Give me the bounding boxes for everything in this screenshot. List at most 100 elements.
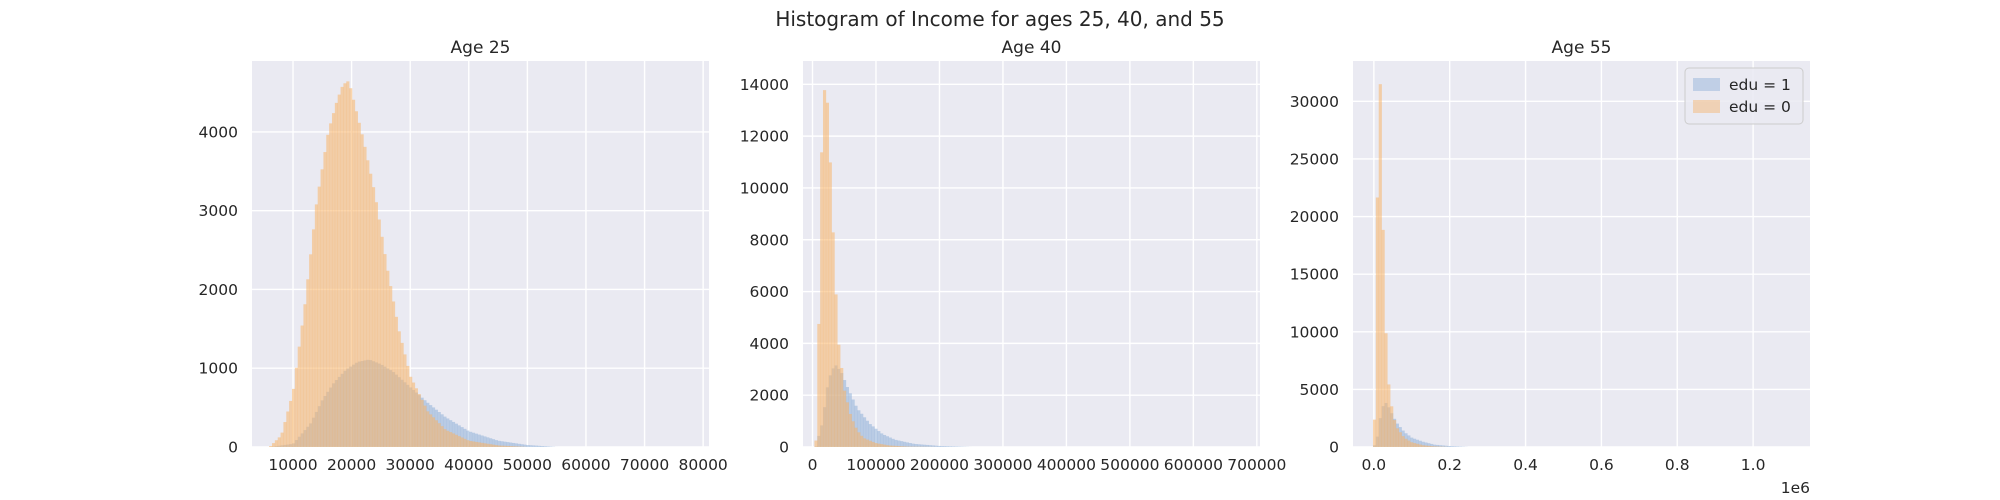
histogram-bar (354, 111, 358, 448)
histogram-bar (274, 440, 279, 447)
histogram-bar (277, 437, 281, 447)
histogram-bar (480, 435, 484, 447)
histogram-bar (888, 445, 892, 447)
histogram-bar (1427, 445, 1431, 447)
x-tick-label: 0.6 (1589, 456, 1614, 474)
y-tick-label: 2000 (750, 387, 789, 405)
histogram-bar (406, 365, 410, 447)
histogram-bar (491, 439, 496, 447)
x-tick-label: 600000 (1164, 456, 1223, 474)
x-tick-label: 30000 (386, 456, 435, 474)
histogram-bar (426, 411, 430, 447)
histogram-bar (423, 405, 427, 447)
histogram-bar (1381, 229, 1385, 447)
histogram-bar (491, 444, 496, 447)
legend-label-edu-1: edu = 1 (1729, 76, 1791, 94)
y-tick-label: 1000 (199, 360, 238, 378)
histogram-bar (1375, 197, 1380, 447)
legend-label-edu-0: edu = 0 (1729, 98, 1791, 116)
histogram-bar (1444, 445, 1448, 447)
x-tick-label: 0.4 (1513, 456, 1538, 474)
histogram-bar (489, 438, 493, 447)
histogram-bar (1421, 441, 1425, 447)
histogram-bar (526, 445, 530, 447)
histogram-bar (494, 440, 498, 447)
histogram-bar (331, 113, 336, 447)
histogram-bar (871, 441, 875, 447)
y-tick-label: 10000 (1290, 323, 1339, 341)
histogram-bar (506, 445, 510, 447)
legend-swatch-edu-1 (1693, 78, 1720, 91)
histogram-bar (477, 442, 481, 447)
histogram-bar (854, 405, 858, 447)
histogram-bar (294, 367, 298, 447)
histogram-bar (511, 442, 516, 447)
histogram-bar (374, 202, 378, 447)
histogram-bar (825, 102, 830, 447)
histogram-bar (497, 445, 501, 447)
histogram-bar (300, 325, 304, 447)
histogram-bar (517, 443, 521, 447)
histogram-bar (954, 446, 958, 447)
histogram-bar (509, 446, 513, 447)
histogram-bar (842, 390, 847, 447)
histogram-bar (865, 420, 869, 447)
histogram-bar (874, 428, 878, 447)
histogram-bar (329, 123, 333, 447)
histogram-bar (311, 229, 316, 447)
histogram-bar (514, 446, 518, 447)
histogram-bar (828, 162, 832, 447)
histogram-bar (454, 434, 458, 447)
histogram-bar (868, 440, 872, 447)
histogram-bar (420, 399, 424, 447)
histogram-bar (837, 344, 841, 447)
histogram-bar (862, 438, 867, 447)
histogram-bar (334, 102, 338, 447)
histogram-bar (1432, 444, 1437, 447)
x-tick-label: 20000 (327, 456, 376, 474)
histogram-bar (377, 219, 381, 447)
histogram-bar (942, 446, 947, 447)
histogram-bar (880, 433, 884, 447)
histogram-bar (291, 388, 296, 447)
x-tick-label: 40000 (444, 456, 493, 474)
histogram-bar (814, 440, 818, 447)
histogram-bar (394, 316, 398, 447)
histogram-bar (854, 427, 858, 447)
x-tick-label: 1.0 (1741, 456, 1766, 474)
y-tick-label: 0 (779, 439, 789, 457)
histogram-bar (862, 417, 867, 447)
y-tick-label: 25000 (1290, 150, 1339, 168)
histogram-bar (497, 440, 501, 447)
histogram-bar (1404, 438, 1408, 447)
histogram-bar (460, 437, 464, 447)
histogram-bar (951, 446, 955, 447)
histogram-bar (500, 445, 504, 447)
histogram-bar (897, 446, 901, 447)
histogram-bar (417, 394, 421, 447)
histogram-bar (494, 445, 498, 447)
histogram-bar (894, 439, 898, 447)
series-edu-0-bars (269, 81, 527, 448)
y-tick-label: 6000 (750, 283, 789, 301)
legend-swatch-edu-0 (1693, 100, 1720, 113)
histogram-bar (343, 83, 347, 448)
histogram-bar (937, 445, 941, 447)
y-tick-label: 8000 (750, 231, 789, 249)
histogram-bar (1421, 445, 1425, 447)
histogram-bar (483, 436, 487, 447)
y-tick-label: 3000 (199, 202, 238, 220)
panel-title: Age 25 (451, 38, 511, 58)
series-edu-0-bars (814, 90, 941, 448)
x-tick-label: 10000 (268, 456, 317, 474)
histogram-bar (860, 413, 864, 447)
histogram-bar (323, 152, 327, 447)
histogram-bar (520, 444, 524, 447)
series-edu-0-bars (1372, 84, 1451, 447)
histogram-bar (486, 443, 490, 447)
histogram-bar (451, 433, 456, 447)
x-tick-label: 60000 (561, 456, 610, 474)
histogram-bar (543, 446, 547, 447)
histogram-bar (351, 99, 356, 447)
